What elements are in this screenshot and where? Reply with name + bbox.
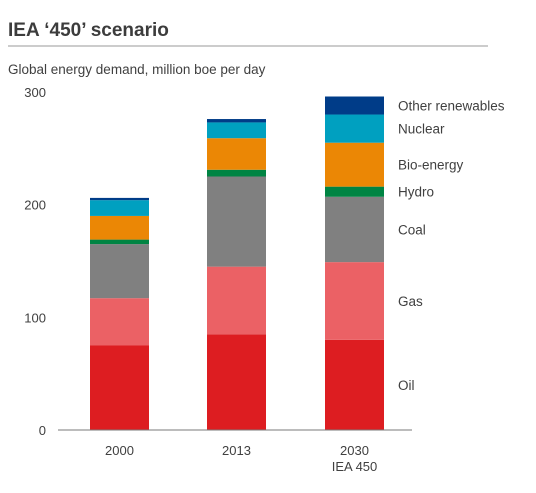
y-tick-label: 0 — [39, 423, 46, 438]
bar-segment-hydro — [90, 239, 149, 245]
bar-segment-bio-energy — [325, 142, 384, 187]
bar-segment-oil — [207, 334, 266, 430]
y-tick-label: 300 — [24, 85, 46, 100]
bar-segment-nuclear — [325, 114, 384, 143]
legend-label: Nuclear — [398, 122, 445, 137]
legend-label: Coal — [398, 222, 426, 237]
bar-segment-gas — [325, 262, 384, 340]
bar-segment-hydro — [325, 186, 384, 197]
x-tick-label: 2030 — [340, 443, 369, 458]
bar-segment-gas — [207, 266, 266, 335]
legend-label: Hydro — [398, 185, 434, 200]
bar-segment-coal — [325, 196, 384, 263]
bar-segment-gas — [90, 298, 149, 346]
bar-segment-nuclear — [90, 200, 149, 216]
legend-label: Gas — [398, 294, 423, 309]
bar-segment-other-renewables — [325, 96, 384, 115]
legend-label: Bio-energy — [398, 158, 464, 173]
y-tick-label: 100 — [24, 310, 46, 325]
legend: Oil Gas Coal Hydro Bio-energy Nuclear Other re… — [398, 99, 505, 393]
bar-segment-oil — [90, 345, 149, 430]
bar-segment-oil — [325, 339, 384, 430]
bar-segment-other-renewables — [207, 119, 266, 123]
bar-segment-coal — [90, 244, 149, 299]
y-axis: 0 100 200 300 — [24, 85, 46, 438]
legend-label: Other renewables — [398, 99, 505, 114]
bar-segment-bio-energy — [207, 138, 266, 170]
legend-label: Oil — [398, 378, 415, 393]
bars — [90, 96, 384, 430]
x-tick-label: 2013 — [222, 443, 251, 458]
y-tick-label: 200 — [24, 198, 46, 213]
chart-subtitle: Global energy demand, million boe per da… — [8, 62, 266, 77]
bar-segment-other-renewables — [90, 197, 149, 201]
bar-segment-nuclear — [207, 122, 266, 139]
bar-segment-bio-energy — [90, 215, 149, 240]
bar-segment-hydro — [207, 169, 266, 177]
bar-segment-coal — [207, 176, 266, 267]
x-tick-label: 2000 — [105, 443, 134, 458]
x-tick-label: IEA 450 — [332, 459, 378, 474]
chart-title: IEA ‘450’ scenario — [8, 20, 169, 41]
